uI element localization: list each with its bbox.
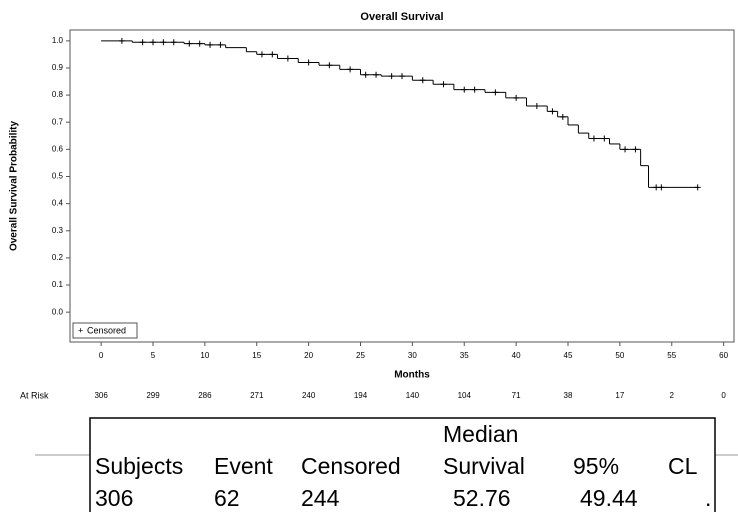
censor-mark xyxy=(461,86,468,93)
y-tick-label: 0.9 xyxy=(52,63,64,72)
chart-title: Overall Survival xyxy=(360,11,443,23)
y-tick-label: 0.3 xyxy=(52,226,64,235)
table-cell: 306 xyxy=(95,485,133,511)
censor-mark xyxy=(513,94,520,101)
censor-mark xyxy=(399,73,405,80)
at-risk-value: 194 xyxy=(354,391,368,400)
censor-mark xyxy=(196,40,203,47)
x-tick-label: 35 xyxy=(460,351,469,360)
table-column-header: 95% xyxy=(573,453,619,479)
x-tick-label: 60 xyxy=(719,351,728,360)
x-tick-label: 20 xyxy=(304,351,313,360)
censor-mark xyxy=(694,184,701,191)
x-tick-label: 15 xyxy=(252,351,261,360)
censor-mark xyxy=(419,77,426,84)
x-axis-label: Months xyxy=(394,370,430,381)
at-risk-value: 71 xyxy=(512,391,521,400)
table-column-header: Event xyxy=(214,453,273,479)
at-risk-value: 306 xyxy=(94,391,108,400)
censor-mark xyxy=(492,89,499,96)
x-tick-label: 10 xyxy=(200,351,209,360)
table-column-header: Subjects xyxy=(95,453,183,479)
censor-mark xyxy=(632,146,639,153)
censor-mark xyxy=(440,81,447,88)
censor-mark xyxy=(258,51,265,58)
censor-mark xyxy=(217,41,224,48)
censor-mark xyxy=(207,41,214,48)
censor-mark xyxy=(653,184,660,191)
censor-mark xyxy=(305,59,312,66)
censor-mark xyxy=(362,71,369,78)
y-tick-label: 1.0 xyxy=(52,36,64,45)
at-risk-value: 17 xyxy=(615,391,624,400)
censor-mark xyxy=(160,39,167,46)
at-risk-value: 2 xyxy=(670,391,675,400)
at-risk-value: 104 xyxy=(458,391,472,400)
at-risk-value: 271 xyxy=(250,391,264,400)
y-tick-label: 0.8 xyxy=(52,90,64,99)
censor-mark xyxy=(269,51,276,58)
table-cell: 62 xyxy=(214,485,240,511)
x-tick-label: 30 xyxy=(408,351,417,360)
censor-mark xyxy=(601,135,608,142)
at-risk-label: At Risk xyxy=(20,390,49,400)
at-risk-value: 38 xyxy=(564,391,573,400)
censor-mark xyxy=(139,39,146,46)
censor-mark xyxy=(471,86,478,93)
legend-label: Censored xyxy=(87,325,126,335)
censor-mark xyxy=(170,39,177,46)
y-tick-label: 0.5 xyxy=(52,172,64,181)
censor-mark xyxy=(284,55,291,62)
table-column-header: Survival xyxy=(443,453,525,479)
table-header: Median xyxy=(443,421,518,447)
censor-mark xyxy=(622,146,629,153)
censor-mark xyxy=(658,184,665,191)
censor-mark xyxy=(533,102,540,109)
censor-mark xyxy=(388,73,395,80)
stats-table-box xyxy=(89,417,716,517)
y-axis-label: Overall Survival Probability xyxy=(9,121,20,251)
y-tick-label: 0.2 xyxy=(52,253,64,262)
y-tick-label: 0.6 xyxy=(52,144,64,153)
x-tick-label: 0 xyxy=(99,351,104,360)
censor-mark xyxy=(590,135,597,142)
x-tick-label: 50 xyxy=(615,351,624,360)
table-cell: 52.76 xyxy=(453,485,511,511)
censor-mark xyxy=(549,108,556,115)
censor-mark xyxy=(326,62,333,69)
table-cell: . xyxy=(705,485,711,511)
at-risk-value: 140 xyxy=(406,391,420,400)
plot-frame xyxy=(69,29,735,343)
y-tick-label: 0.0 xyxy=(52,307,64,316)
table-column-header: Censored xyxy=(301,453,401,479)
censor-mark xyxy=(118,37,125,44)
censor-mark xyxy=(559,113,566,120)
x-tick-label: 25 xyxy=(356,351,365,360)
censor-mark xyxy=(347,66,354,73)
at-risk-value: 299 xyxy=(146,391,160,400)
at-risk-value: 240 xyxy=(302,391,316,400)
legend-symbol: + xyxy=(78,325,83,335)
x-tick-label: 40 xyxy=(512,351,521,360)
at-risk-value: 0 xyxy=(721,391,726,400)
at-risk-value: 286 xyxy=(198,391,212,400)
censor-mark xyxy=(186,40,193,47)
censor-mark xyxy=(150,39,156,46)
y-tick-label: 0.7 xyxy=(52,117,64,126)
censor-mark xyxy=(373,71,380,78)
legend-box xyxy=(72,322,138,339)
x-tick-label: 55 xyxy=(667,351,676,360)
x-tick-label: 45 xyxy=(564,351,573,360)
table-cell: 49.44 xyxy=(580,485,638,511)
y-tick-label: 0.4 xyxy=(52,199,64,208)
table-cell: 244 xyxy=(301,485,340,511)
x-tick-label: 5 xyxy=(151,351,156,360)
y-tick-label: 0.1 xyxy=(52,280,64,289)
table-column-header: CL xyxy=(668,453,698,479)
